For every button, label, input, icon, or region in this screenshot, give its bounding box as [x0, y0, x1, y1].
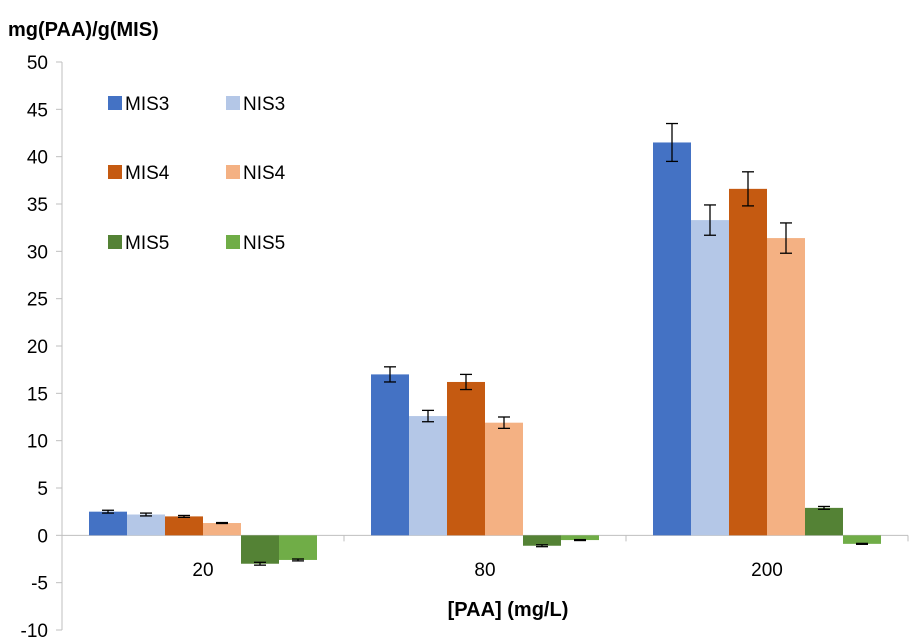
error-bar	[102, 509, 114, 514]
bar-nis5-20	[279, 535, 317, 560]
legend: MIS3 NIS3 MIS4 NIS4 MIS5 NIS5	[108, 94, 286, 254]
legend-swatch-mis3	[108, 96, 122, 110]
legend-label-mis3: MIS3	[125, 94, 169, 115]
y-tick-label: 50	[27, 53, 48, 74]
error-bar	[666, 122, 678, 163]
error-bar	[460, 373, 472, 391]
error-bar	[704, 204, 716, 236]
bar-nis4-200	[767, 238, 805, 536]
x-tick-label: 20	[192, 560, 213, 581]
bar-nis4-20	[203, 523, 241, 536]
bar-mis5-20	[241, 535, 279, 564]
plot-area: -10 -5 0 5 10 15 20 25 30 35 40 45 50 20 80 200	[21, 53, 909, 639]
y-tick-label: -10	[21, 621, 48, 639]
error-bar	[292, 558, 304, 562]
legend-label-nis5: NIS5	[243, 233, 285, 254]
error-bar	[536, 544, 548, 548]
y-tick-label: 25	[27, 290, 48, 311]
error-bar	[574, 538, 586, 542]
y-tick-label: 35	[27, 195, 48, 216]
y-tick-label: 0	[37, 526, 48, 547]
bar-mis5-80	[523, 535, 561, 546]
y-tick-label: 30	[27, 242, 48, 263]
bar-mis4-200	[729, 188, 767, 536]
x-tick-label: 80	[474, 560, 495, 581]
bar-nis3-20	[127, 514, 165, 536]
legend-label-mis4: MIS4	[125, 163, 170, 184]
error-bar	[856, 542, 868, 545]
y-tick-label: 15	[27, 384, 48, 405]
y-tick-label: 5	[37, 479, 48, 500]
error-bar	[498, 416, 510, 430]
error-bar	[140, 512, 152, 517]
bar-mis3-200	[653, 142, 691, 536]
bar-nis3-200	[691, 220, 729, 536]
error-bar	[216, 521, 228, 525]
error-bar	[742, 171, 754, 207]
legend-swatch-nis3	[226, 96, 240, 110]
legend-label-nis4: NIS4	[243, 163, 286, 184]
legend-swatch-nis4	[226, 165, 240, 179]
y-tick-label: -5	[31, 574, 48, 595]
bar-mis3-80	[371, 374, 409, 536]
x-tick-label: 200	[751, 560, 783, 581]
error-bar	[384, 366, 396, 383]
bar-nis4-80	[485, 422, 523, 536]
error-bar	[780, 222, 792, 254]
legend-swatch-mis4	[108, 165, 122, 179]
error-bar	[422, 409, 434, 423]
y-tick-label: 20	[27, 337, 48, 358]
bar-nis5-200	[843, 535, 881, 544]
legend-swatch-nis5	[226, 235, 240, 249]
error-bar	[818, 505, 830, 510]
bar-mis3-20	[89, 511, 127, 536]
bar-mis5-200	[805, 507, 843, 536]
x-axis-title: [PAA] (mg/L)	[448, 599, 569, 621]
legend-label-nis3: NIS3	[243, 94, 285, 115]
y-tick-label: 10	[27, 432, 48, 453]
bar-nis5-80	[561, 535, 599, 541]
y-tick-label: 40	[27, 148, 48, 169]
legend-swatch-mis5	[108, 235, 122, 249]
y-axis-title: mg(PAA)/g(MIS)	[8, 19, 159, 41]
legend-label-mis5: MIS5	[125, 233, 169, 254]
y-tick-label: 45	[27, 100, 48, 121]
bar-mis4-80	[447, 381, 485, 536]
error-bar	[178, 514, 190, 518]
bar-mis4-20	[165, 516, 203, 536]
error-bar	[254, 561, 266, 566]
bar-nis3-80	[409, 416, 447, 536]
